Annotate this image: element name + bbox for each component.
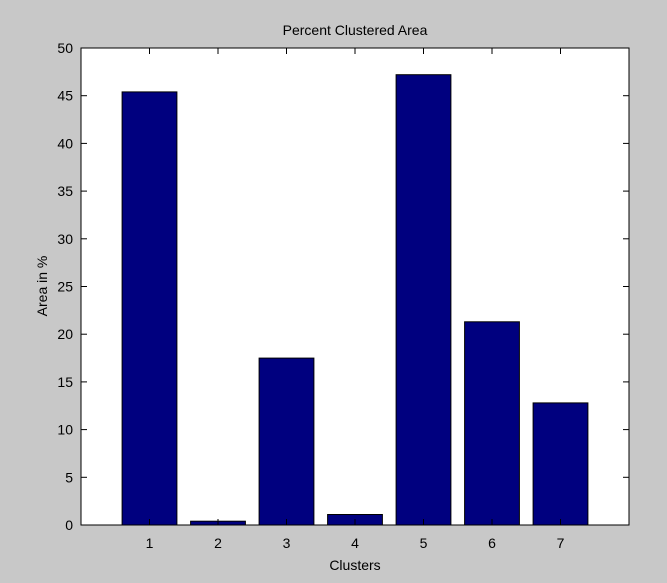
x-axis-ticks: 1 2 3 4 5 6 7	[146, 48, 565, 551]
x-axis-label: Clusters	[329, 557, 380, 573]
x-tick-label: 5	[420, 535, 428, 551]
bar-cluster-6	[464, 321, 520, 526]
x-tick-label: 7	[557, 535, 565, 551]
y-tick-label: 5	[65, 469, 73, 485]
y-tick-label: 20	[57, 326, 73, 342]
x-tick-label: 6	[488, 535, 496, 551]
x-tick-label: 1	[146, 535, 154, 551]
y-tick-label: 35	[57, 183, 73, 199]
chart-title: Percent Clustered Area	[283, 22, 428, 38]
x-tick-label: 4	[351, 535, 359, 551]
x-tick-label: 2	[214, 535, 222, 551]
y-tick-label: 15	[57, 374, 73, 390]
y-tick-label: 40	[57, 135, 73, 151]
bar-cluster-7	[532, 402, 589, 526]
y-tick-label: 30	[57, 231, 73, 247]
bar-cluster-5	[395, 74, 452, 526]
x-tick-label: 3	[283, 535, 291, 551]
y-tick-label: 25	[57, 279, 73, 295]
y-tick-label: 0	[65, 517, 73, 533]
y-axis-label: Area in %	[34, 256, 50, 317]
bar-cluster-1	[121, 91, 178, 526]
axes-box	[80, 47, 630, 526]
y-tick-label: 10	[57, 422, 73, 438]
bar-series	[121, 74, 589, 526]
y-tick-label: 50	[57, 40, 73, 56]
bar-cluster-3	[258, 357, 315, 526]
y-tick-label: 45	[57, 88, 73, 104]
y-axis-ticks: 0 5 10 15 20 25 30 35 40 45 50	[57, 40, 629, 533]
